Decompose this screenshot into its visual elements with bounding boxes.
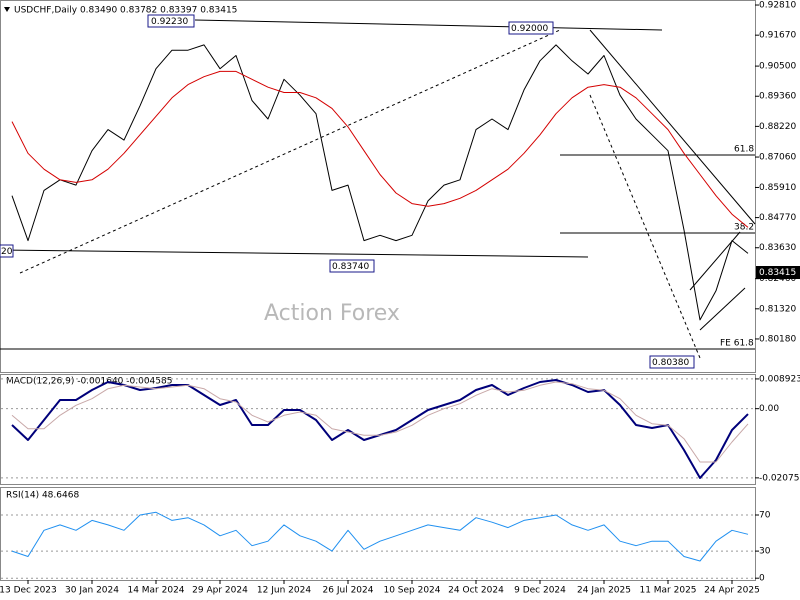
y-tick-label: 0 [759, 574, 765, 584]
y-tick-label: 70 [759, 510, 771, 520]
watermark: Action Forex [264, 301, 400, 326]
y-tick-label: 0.008923 [759, 374, 800, 384]
rsi-title: RSI(14) 48.6468 [6, 491, 79, 501]
level-label: 38.2 [734, 223, 754, 233]
level-label: FE 61.8 [720, 339, 754, 349]
x-tick-label: 26 Jul 2024 [323, 586, 374, 596]
x-tick-label: 9 Dec 2024 [514, 586, 566, 596]
price-label: 0.92230 [151, 17, 188, 27]
x-tick-label: 11 Mar 2025 [639, 586, 696, 596]
y-tick-label: 0.82460 [759, 274, 796, 284]
price-label-box [0, 244, 14, 258]
y-tick-label: 0.81320 [759, 304, 796, 314]
x-tick-label: 24 Apr 2025 [704, 586, 760, 596]
y-tick-label: 0.90500 [759, 62, 796, 72]
y-tick-label: -0.020759 [759, 473, 800, 483]
series-line [11, 381, 749, 463]
series-line [11, 44, 749, 321]
x-tick-label: 12 Jun 2024 [257, 586, 311, 596]
price-label-box [508, 21, 554, 35]
drawings [0, 19, 756, 359]
x-tick-label: 13 Dec 2023 [0, 586, 57, 596]
channel-line [699, 287, 746, 331]
y-tick-label: 0.91670 [759, 31, 796, 41]
trend-line [19, 29, 561, 274]
current-price: 0.83415 [759, 268, 796, 278]
y-tick-label: 0.00 [759, 404, 779, 414]
y-tick-label: 30 [759, 547, 771, 557]
y-tick-label: 0.88220 [759, 122, 796, 132]
price-label-box [147, 14, 195, 28]
price-label: 0.92000 [511, 24, 548, 34]
x-tick-label: 30 Jan 2024 [65, 586, 119, 596]
rsi-pane [0, 487, 756, 581]
y-tick-label: 0.83630 [759, 243, 796, 253]
trend-line [589, 29, 756, 225]
macd-title: MACD(12,26,9) -0.001640 -0.004585 [6, 377, 172, 387]
y-tick-label: 0.80180 [759, 334, 796, 344]
price-label: 20 [1, 247, 13, 257]
current-price-box [756, 266, 800, 279]
level-label: 61.8 [734, 145, 754, 155]
y-tick-label: 0.92810 [759, 1, 796, 11]
series-line [11, 70, 749, 228]
price-label: 0.80380 [652, 358, 689, 368]
x-tick-label: 10 Sep 2024 [383, 586, 440, 596]
trend-line [0, 249, 589, 258]
price-pane [0, 0, 756, 373]
series-line [11, 511, 749, 562]
menu-arrow [4, 7, 10, 12]
price-label-box [329, 259, 375, 273]
x-tick-label: 29 Apr 2024 [192, 586, 248, 596]
price-title: USDCHF,Daily 0.83490 0.83782 0.83397 0.8… [14, 6, 237, 16]
y-tick-label: 0.87060 [759, 153, 796, 163]
macd-pane [0, 374, 756, 485]
x-tick-label: 24 Jan 2025 [577, 586, 631, 596]
x-tick-label: 24 Oct 2024 [448, 586, 504, 596]
trend-line [194, 19, 663, 31]
price-label: 0.83740 [332, 262, 369, 272]
x-tick-label: 14 Mar 2024 [127, 586, 184, 596]
price-label-box [649, 355, 695, 369]
y-tick-label: 0.89360 [759, 92, 796, 102]
y-tick-label: 0.85910 [759, 183, 796, 193]
y-tick-label: 0.84770 [759, 213, 796, 223]
